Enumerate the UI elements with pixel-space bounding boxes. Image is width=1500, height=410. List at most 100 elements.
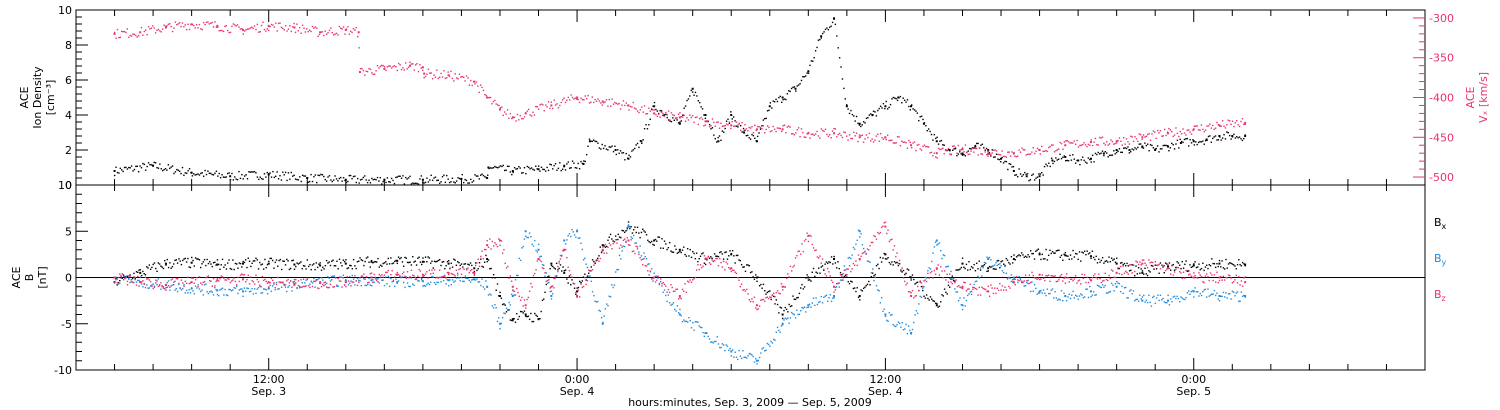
data-point [974,147,977,150]
data-point [214,261,216,264]
data-point [756,280,758,283]
data-point [487,174,489,176]
data-point [1024,255,1027,258]
data-point [177,23,179,25]
data-point [1018,254,1020,256]
data-point [279,281,282,284]
data-point [1176,132,1179,134]
data-point [757,359,760,362]
data-point [681,320,684,323]
data-point [235,285,238,288]
data-point [844,131,846,134]
data-point [1121,261,1123,264]
data-point [1203,281,1205,284]
data-point [600,250,603,253]
data-point [500,297,503,299]
data-point [661,285,663,287]
data-point [487,166,490,169]
data-point [392,179,394,182]
data-point [1140,298,1142,300]
data-point [293,280,296,283]
data-point [171,284,174,286]
data-point [324,178,326,181]
data-point [260,177,263,180]
data-point [1155,297,1158,299]
data-point [1103,279,1105,282]
data-point [487,246,490,248]
data-point [359,280,361,282]
data-point [695,269,698,271]
data-point [269,282,271,284]
data-point [902,269,905,272]
data-point [1100,137,1102,139]
data-point [1181,260,1183,263]
data-point [1037,292,1040,294]
data-point [833,291,835,293]
data-point [932,252,934,254]
data-point [891,313,893,316]
data-point [810,60,813,62]
data-point [646,128,649,130]
data-point [446,77,448,79]
data-point [255,292,257,295]
data-point [451,177,454,179]
data-point [1066,140,1068,142]
data-point [678,313,681,316]
data-point [694,276,697,279]
data-point [629,227,631,230]
data-point [1008,276,1010,279]
data-point [968,293,970,295]
data-point [862,252,865,254]
data-point [278,281,280,283]
data-point [904,280,906,283]
data-point [524,313,527,316]
data-point [427,277,429,279]
data-point [956,152,958,154]
data-point [327,31,329,34]
data-point [628,154,630,157]
data-point [535,269,537,271]
data-point [636,226,639,229]
data-point [721,266,724,268]
data-point [956,291,959,293]
data-point [1045,294,1047,297]
data-point [1107,279,1109,282]
data-point [178,22,181,24]
data-point [481,265,483,268]
data-point [892,264,894,266]
data-point [365,257,368,259]
data-point [550,285,553,288]
data-point [174,21,177,23]
data-point [1131,272,1133,274]
data-point [691,114,694,117]
data-point [1151,133,1153,135]
data-point [996,260,998,262]
data-point [653,244,655,246]
data-point [302,265,305,267]
data-point [870,241,873,244]
data-point [658,236,661,238]
data-point [1191,290,1194,292]
data-point [1130,289,1132,291]
data-point [337,268,339,270]
data-point [1025,173,1027,175]
data-point [758,285,761,287]
data-point [309,283,311,285]
data-point [817,257,820,259]
data-point [1076,295,1078,298]
data-point [956,154,958,157]
data-point [248,260,251,263]
data-point [378,282,381,284]
data-point [786,93,789,95]
data-point [1128,149,1131,151]
data-point [648,240,650,243]
data-point [866,260,869,262]
data-point [1212,137,1214,140]
data-point [717,255,720,258]
data-point [300,278,302,281]
data-point [887,320,889,322]
data-point [954,288,956,290]
data-point [873,279,875,282]
data-point [642,139,644,141]
